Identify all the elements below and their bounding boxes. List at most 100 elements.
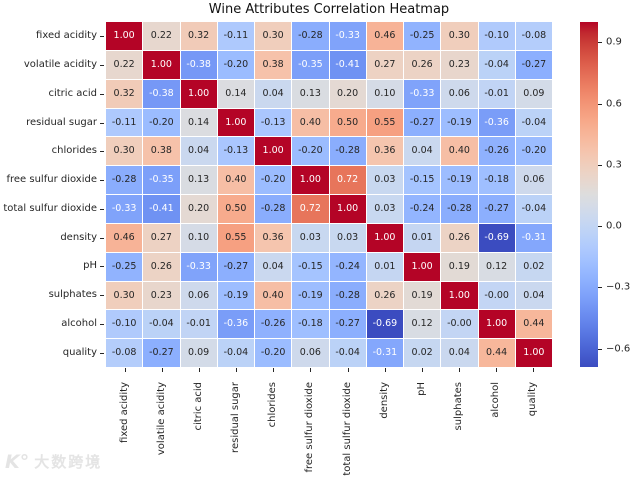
y-tick-mark (99, 237, 104, 239)
heatmap-cell: -0.00 (441, 310, 478, 339)
watermark-text: 大数跨境 (34, 453, 103, 471)
heatmap-cell: 0.03 (366, 195, 403, 223)
heatmap-cell: -0.10 (478, 22, 515, 50)
heatmap-cell: 0.02 (515, 252, 552, 281)
heatmap-cell: -0.20 (255, 339, 292, 367)
heatmap-cell: 1.00 (329, 195, 366, 223)
heatmap-cell: 0.06 (180, 281, 217, 310)
colorbar-tick-label: −0.3 (606, 281, 631, 293)
heatmap-cell: -0.00 (478, 281, 515, 310)
colorbar (580, 22, 598, 367)
heatmap-cell: -0.35 (292, 50, 329, 79)
heatmap-cell: 0.30 (106, 281, 143, 310)
y-tick-label: alcohol (61, 317, 97, 329)
heatmap-cell: 1.00 (106, 22, 143, 50)
heatmap-cell: 0.40 (441, 137, 478, 166)
heatmap-cell: 0.26 (143, 252, 180, 281)
heatmap-cell: 0.55 (217, 223, 254, 252)
x-tick-mark (459, 368, 461, 372)
heatmap-cell: -0.38 (143, 79, 180, 108)
heatmap-cell: 1.00 (404, 252, 441, 281)
heatmap-cell: -0.01 (478, 79, 515, 108)
heatmap-cell: 0.20 (329, 79, 366, 108)
heatmap-cell: -0.04 (217, 339, 254, 367)
heatmap-cell: 0.55 (366, 108, 403, 137)
heatmap-cell: -0.27 (478, 195, 515, 223)
heatmap-cell: -0.20 (217, 50, 254, 79)
heatmap-cell: -0.15 (292, 252, 329, 281)
heatmap-cell: -0.69 (366, 310, 403, 339)
heatmap-cell: -0.04 (143, 310, 180, 339)
heatmap-cell: 1.00 (255, 137, 292, 166)
heatmap-cell: 0.30 (106, 137, 143, 166)
heatmap-cell: -0.10 (106, 310, 143, 339)
y-tick-label: chlorides (51, 145, 97, 157)
heatmap-cell: -0.11 (106, 108, 143, 137)
colorbar-tick-label: −0.6 (606, 343, 631, 355)
heatmap-cell: -0.19 (217, 281, 254, 310)
colorbar-tick-label: 0.6 (606, 98, 622, 110)
heatmap-cell: -0.20 (143, 108, 180, 137)
heatmap-cell: 0.04 (515, 281, 552, 310)
colorbar-tick-mark (598, 103, 602, 105)
y-tick-label: total sulfur dioxide (3, 202, 97, 214)
heatmap-cell: 0.03 (366, 166, 403, 194)
heatmap-cell: 0.36 (366, 137, 403, 166)
heatmap-cell: 0.03 (292, 223, 329, 252)
colorbar-tick-mark (598, 226, 602, 228)
heatmap-cell: 0.46 (366, 22, 403, 50)
heatmap-cell: 0.44 (478, 339, 515, 367)
heatmap-cell: -0.31 (366, 339, 403, 367)
heatmap-cell: -0.18 (292, 310, 329, 339)
heatmap-cell: 0.38 (143, 137, 180, 166)
x-tick-label: volatile acidity (155, 382, 167, 456)
heatmap-cell: -0.08 (106, 339, 143, 367)
heatmap-cell: 0.46 (106, 223, 143, 252)
heatmap-cell: -0.26 (478, 137, 515, 166)
heatmap-cell: -0.04 (515, 195, 552, 223)
y-tick-mark (99, 65, 104, 67)
heatmap-cell: -0.28 (329, 281, 366, 310)
heatmap-cell: 0.32 (106, 79, 143, 108)
heatmap-cell: -0.25 (106, 252, 143, 281)
heatmap-cell: -0.24 (404, 195, 441, 223)
colorbar-tick-label: 0.9 (606, 36, 622, 48)
x-tick-label: pH (415, 382, 427, 396)
heatmap-cell: -0.15 (404, 166, 441, 194)
x-tick-mark (533, 368, 535, 372)
heatmap-cell: 0.12 (404, 310, 441, 339)
heatmap-cell: 0.04 (441, 339, 478, 367)
heatmap-cell: -0.33 (404, 79, 441, 108)
colorbar-tick-mark (598, 42, 602, 44)
y-tick-mark (99, 36, 104, 38)
heatmap-cell: -0.25 (404, 22, 441, 50)
heatmap-cell: 0.26 (441, 223, 478, 252)
heatmap-cell: -0.11 (217, 22, 254, 50)
y-tick-label: quality (62, 346, 97, 358)
watermark: K° 大数跨境 (5, 451, 102, 473)
heatmap-cell: 0.72 (292, 195, 329, 223)
heatmap-cell: -0.27 (329, 310, 366, 339)
heatmap-cell: 1.00 (143, 50, 180, 79)
y-tick-label: citric acid (48, 87, 97, 99)
heatmap-cell: 0.04 (255, 252, 292, 281)
heatmap-cell: 0.19 (404, 281, 441, 310)
heatmap-cell: -0.24 (329, 252, 366, 281)
heatmap-cell: -0.19 (292, 281, 329, 310)
heatmap-cell: -0.04 (515, 108, 552, 137)
x-tick-label: quality (527, 382, 539, 417)
y-tick-mark (99, 93, 104, 95)
colorbar-tick-label: 0.0 (606, 220, 622, 232)
heatmap-cell: 0.26 (404, 50, 441, 79)
heatmap-cell: 1.00 (441, 281, 478, 310)
x-tick-label: density (378, 382, 390, 419)
y-tick-mark (99, 122, 104, 124)
heatmap-cell: -0.01 (180, 310, 217, 339)
heatmap-cell: 0.20 (180, 195, 217, 223)
heatmap-cell: 0.44 (515, 310, 552, 339)
heatmap-cell: 0.03 (329, 223, 366, 252)
heatmap-cell: -0.33 (106, 195, 143, 223)
heatmap-cell: 0.38 (255, 50, 292, 79)
heatmap-cell: 0.13 (292, 79, 329, 108)
heatmap-cell: 0.04 (255, 79, 292, 108)
